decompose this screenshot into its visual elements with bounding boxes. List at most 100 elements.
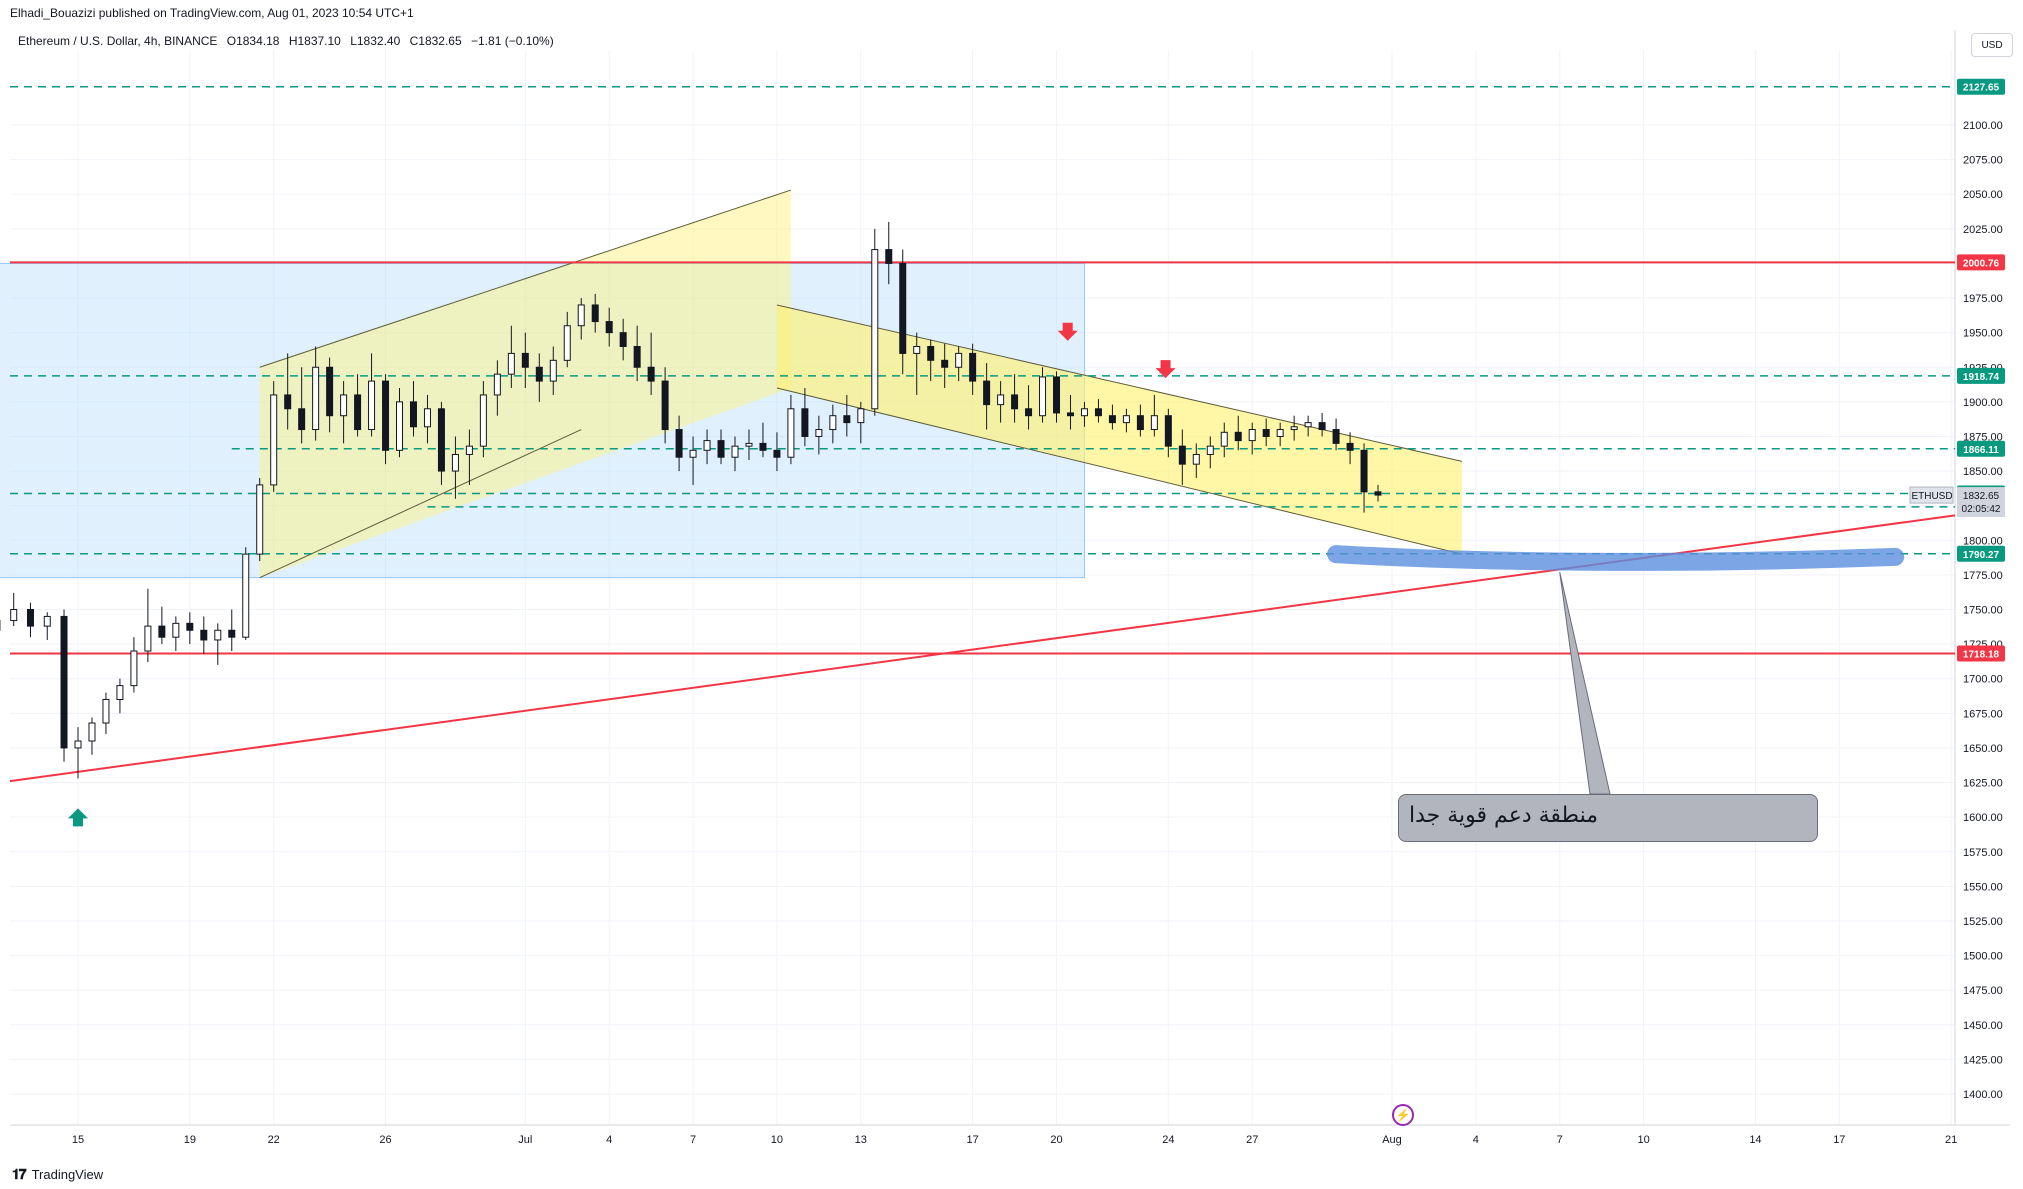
close-value: C1832.65 xyxy=(409,34,462,48)
candle-body xyxy=(1346,442,1354,451)
time-tick-label: 14 xyxy=(1749,1134,1761,1146)
candle-body xyxy=(354,394,362,431)
candle-body xyxy=(1332,429,1340,444)
publisher-line: Elhadi_Bouazizi published on TradingView… xyxy=(10,6,414,20)
candle-body xyxy=(871,249,879,410)
level-price-label: 2127.65 xyxy=(1963,83,2000,94)
price-tick-label: 1675.00 xyxy=(1963,708,2003,720)
candle-body xyxy=(1360,449,1368,493)
candle-body xyxy=(661,380,669,431)
symbol-name[interactable]: Ethereum / U.S. Dollar, 4h, BINANCE xyxy=(18,34,218,48)
candle-body xyxy=(158,625,166,638)
price-tick-label: 2050.00 xyxy=(1963,189,2003,201)
price-tick-label: 1600.00 xyxy=(1963,812,2003,824)
symbol-tag: ETHUSD xyxy=(1911,491,1952,502)
candle-body xyxy=(1025,408,1033,417)
candle-body xyxy=(1164,415,1172,447)
rising-channel-upper xyxy=(259,189,792,368)
candle-body xyxy=(1094,408,1102,417)
candle-body xyxy=(1039,376,1047,417)
change-value: −1.81 (−0.10%) xyxy=(471,34,554,48)
level-price-label: 1790.27 xyxy=(1963,550,2000,561)
tv-logo-icon: 𝟏𝟕 xyxy=(12,1166,27,1182)
time-tick-label: 4 xyxy=(606,1134,612,1146)
price-tick-label: 1775.00 xyxy=(1963,570,2003,582)
candle-body xyxy=(829,415,837,431)
candle-body xyxy=(773,449,781,458)
candle-body xyxy=(1108,415,1116,424)
price-tick-label: 1525.00 xyxy=(1963,916,2003,928)
candle-body xyxy=(1304,422,1312,428)
time-tick-label: 24 xyxy=(1162,1134,1174,1146)
last-price-label: 1832.65 xyxy=(1963,491,2000,502)
price-tick-label: 1950.00 xyxy=(1963,328,2003,340)
time-tick-label: 17 xyxy=(967,1134,979,1146)
time-tick-label: Jul xyxy=(518,1134,532,1146)
candle-body xyxy=(88,722,96,742)
brand-name: TradingView xyxy=(31,1167,104,1182)
time-tick-label: 10 xyxy=(1637,1134,1649,1146)
price-tick-label: 1750.00 xyxy=(1963,605,2003,617)
candle-body xyxy=(787,408,795,458)
candle-body xyxy=(465,445,473,455)
candle-body xyxy=(242,553,250,638)
level-label-bg xyxy=(1957,645,2005,662)
candle-body xyxy=(74,740,82,749)
time-tick-label: 13 xyxy=(855,1134,867,1146)
candle-body xyxy=(10,609,18,622)
price-tick-label: 1975.00 xyxy=(1963,293,2003,305)
candle-body xyxy=(675,429,683,458)
candle-body xyxy=(1178,445,1186,465)
candle-body xyxy=(368,380,376,431)
candle-body xyxy=(843,415,851,424)
candle-body xyxy=(759,442,767,451)
candle-body xyxy=(1080,408,1088,417)
price-tick-label: 1625.00 xyxy=(1963,778,2003,790)
level-label-bg xyxy=(1957,254,2005,271)
candle-body xyxy=(899,262,907,354)
candle-body xyxy=(1234,431,1242,442)
time-tick-label: 10 xyxy=(771,1134,783,1146)
candle-body xyxy=(1192,453,1200,465)
candle-body xyxy=(885,249,893,264)
price-tick-label: 2100.00 xyxy=(1963,120,2003,132)
candle-body xyxy=(1262,429,1270,437)
candle-body xyxy=(130,650,138,687)
symbol-tag-bg xyxy=(1909,486,1954,504)
candle-body xyxy=(26,609,34,627)
candle-body xyxy=(228,629,236,638)
candle-body xyxy=(1053,376,1061,414)
candle-body xyxy=(116,685,124,700)
time-tick-label: 21 xyxy=(1945,1134,1957,1146)
candle-body xyxy=(717,440,725,458)
candle-body xyxy=(535,366,543,382)
candle-body xyxy=(521,352,529,368)
candle-body xyxy=(983,380,991,406)
annotation-callout[interactable]: منطقة دعم قوية جدا xyxy=(1398,794,1818,842)
price-tick-label: 1800.00 xyxy=(1963,535,2003,547)
time-tick-label: 4 xyxy=(1473,1134,1479,1146)
time-tick-label: 19 xyxy=(184,1134,196,1146)
events-lightning-icon[interactable]: ⚡ xyxy=(1392,1104,1414,1126)
candle-body xyxy=(941,359,949,368)
candle-body xyxy=(326,366,334,417)
candle-body xyxy=(172,622,180,638)
candle-body xyxy=(1248,429,1256,442)
open-value: O1834.18 xyxy=(226,34,280,48)
candle-body xyxy=(186,622,194,631)
candle-body xyxy=(605,321,613,334)
candle-body xyxy=(1290,426,1298,431)
candle-body xyxy=(270,394,278,486)
time-tick-label: 22 xyxy=(268,1134,280,1146)
candle-body xyxy=(801,408,809,437)
candle-body xyxy=(298,408,306,431)
sell-arrow-icon xyxy=(1057,322,1078,341)
candle-body xyxy=(479,394,487,447)
price-tick-label: 2075.00 xyxy=(1963,155,2003,167)
candle-body xyxy=(745,442,753,447)
rising-channel-lower xyxy=(259,429,582,579)
currency-button[interactable]: USD xyxy=(1971,33,2013,57)
candle-body xyxy=(214,629,222,641)
sell-arrow-icon xyxy=(1155,360,1176,379)
